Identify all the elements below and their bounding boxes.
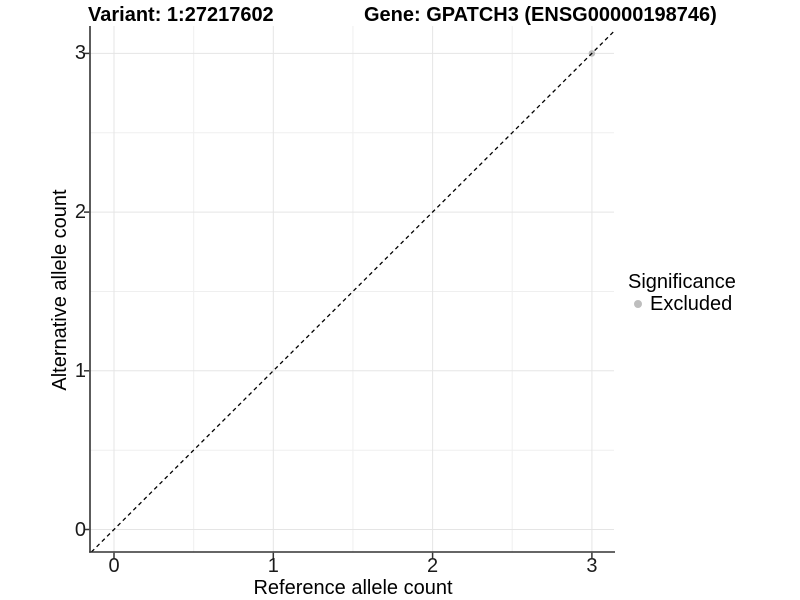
x-tick-label-0: 0 bbox=[108, 555, 120, 577]
x-tick-label-3: 3 bbox=[586, 555, 598, 577]
y-tick-label-0: 0 bbox=[74, 518, 86, 541]
variant-title: Variant: 1:27217602 bbox=[88, 4, 274, 26]
legend-entry-excluded: Excluded bbox=[650, 293, 733, 315]
y-tick-label-3: 3 bbox=[74, 42, 86, 65]
legend-title: Significance bbox=[628, 271, 736, 293]
panel-background bbox=[90, 26, 614, 552]
excluded-point-icon bbox=[634, 300, 642, 308]
minor-gridlines bbox=[90, 26, 614, 552]
x-tick-label-2: 2 bbox=[427, 555, 439, 577]
y-tick-label-2: 2 bbox=[74, 201, 86, 224]
major-gridlines bbox=[90, 26, 614, 552]
y-axis-title: Alternative allele count bbox=[49, 189, 71, 391]
identity-line bbox=[90, 30, 615, 553]
y-tick-label-1: 1 bbox=[74, 359, 86, 382]
x-tick-label-1: 1 bbox=[267, 555, 279, 577]
gene-title: Gene: GPATCH3 (ENSG00000198746) bbox=[364, 4, 717, 26]
tick-marks bbox=[84, 52, 593, 558]
x-axis-title: Reference allele count bbox=[253, 577, 453, 599]
axis-lines bbox=[89, 26, 615, 553]
